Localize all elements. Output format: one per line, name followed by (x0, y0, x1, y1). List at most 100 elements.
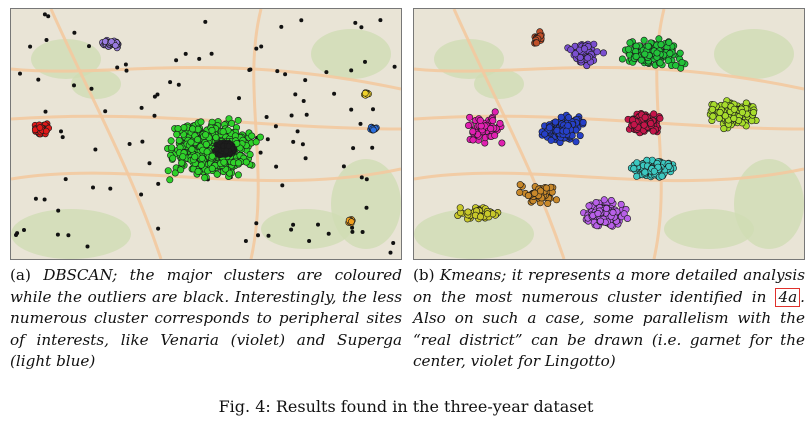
outlier-point (42, 12, 47, 17)
magenta-cluster-point (496, 119, 504, 127)
map-park-area (71, 69, 121, 99)
outlier-point (85, 244, 90, 249)
garnet-cluster-point (656, 114, 664, 122)
outlier-point (349, 68, 354, 73)
map-road (49, 9, 163, 259)
lime-cluster-point (716, 108, 724, 116)
main-cluster-point (234, 171, 242, 179)
garnet-cluster-point (630, 121, 638, 129)
main-cluster-point (191, 153, 199, 161)
outlier-point (152, 113, 157, 118)
outlier-point (139, 192, 144, 197)
lingotto-cluster-point (592, 199, 600, 207)
map-park-area (474, 69, 524, 99)
dense-core-point (225, 143, 232, 149)
lingotto-cluster-point (585, 202, 593, 210)
garnet-cluster-point (647, 120, 655, 128)
green-cluster-point (618, 55, 626, 63)
lingotto-cluster-point (620, 210, 628, 218)
outlier-point (275, 69, 280, 74)
green-cluster-point (678, 58, 686, 66)
main-cluster-point (202, 140, 210, 148)
green-cluster-point (656, 59, 664, 67)
outlier-point (291, 222, 296, 227)
olive-cluster-point (456, 204, 464, 212)
brown-cluster-point (516, 189, 524, 197)
main-cluster-point (175, 137, 183, 145)
outlier-point (303, 78, 308, 83)
outlier-point (36, 77, 41, 82)
outlier-point (60, 135, 65, 140)
outlier-point (33, 196, 38, 201)
outlier-point (324, 70, 329, 75)
garnet-cluster-point (640, 121, 648, 129)
blue-cluster-point (547, 136, 555, 144)
outlier-point (295, 129, 300, 134)
lime-cluster-point (715, 114, 723, 122)
main-cluster-point (178, 159, 186, 167)
lime-cluster-point (738, 108, 746, 116)
magenta-cluster-point (487, 125, 495, 133)
main-cluster-point (164, 167, 172, 175)
outlier-point (72, 83, 76, 88)
main-cluster-point (173, 130, 181, 138)
outlier-point (43, 109, 48, 114)
magenta-cluster-point (466, 113, 474, 121)
subfigure-b-text-end: . Also on such a case, some parallelism … (413, 287, 805, 371)
main-cluster-point (242, 158, 250, 166)
kmeans-map-panel (413, 8, 805, 260)
lime-cluster-point (708, 105, 716, 113)
outlier-point (197, 56, 202, 61)
outlier-point (388, 250, 393, 255)
green-cluster-point (641, 50, 649, 58)
subfigure-a-label: (a) (10, 266, 31, 284)
outlier-point (46, 14, 51, 19)
blue-cluster-point (546, 124, 554, 132)
main-cluster-point (208, 126, 216, 134)
olive-cluster-point (464, 208, 472, 216)
subfigure-a-caption: (a) DBSCAN; the major clusters are colou… (10, 265, 402, 373)
venaria-cluster-point (108, 38, 115, 45)
outlier-point (359, 25, 364, 30)
green-cluster-point (625, 45, 633, 53)
green-cluster-point (655, 35, 663, 43)
outlier-point (209, 51, 214, 56)
outlier-point (254, 46, 259, 51)
lingotto-cluster-point (624, 215, 632, 223)
olive-cluster-point (484, 210, 492, 218)
outlier-point (350, 229, 355, 234)
darkviolet-cluster-point (593, 48, 601, 56)
outlier-point (300, 142, 305, 147)
green-cluster-point (637, 56, 645, 64)
main-cluster-point (235, 159, 243, 167)
magenta-cluster-point (489, 117, 497, 125)
magenta-cluster-point (498, 139, 506, 147)
outlier-point (364, 177, 369, 182)
main-cluster-point (213, 170, 221, 178)
cyan-cluster-point (658, 172, 666, 180)
outlier-point (371, 107, 375, 112)
main-cluster-point (234, 116, 242, 124)
map-park-area (311, 29, 391, 79)
outlier-point (364, 205, 369, 210)
outlier-point (350, 225, 355, 230)
map-road (414, 167, 804, 183)
figure-reference-link[interactable]: 4a (775, 287, 801, 307)
outlier-point (89, 86, 94, 91)
outlier-point (289, 227, 294, 232)
lime-cluster-point (709, 112, 717, 120)
outlier-point (108, 186, 113, 191)
darkviolet-cluster-point (584, 54, 592, 62)
garnet-cluster-point (641, 113, 649, 121)
figure-caption: Fig. 4: Results found in the three-year … (218, 397, 594, 416)
outlier-point (349, 107, 354, 112)
blue-cluster-point (565, 114, 573, 122)
outlier-point (15, 231, 20, 236)
outlier-point (332, 91, 337, 96)
main-cluster-point (187, 138, 195, 146)
darkviolet-cluster-point (576, 53, 584, 61)
outlier-point (139, 105, 144, 110)
lime-cluster-point (730, 114, 738, 122)
outlier-point (176, 82, 181, 87)
main-cluster-point (177, 166, 185, 174)
